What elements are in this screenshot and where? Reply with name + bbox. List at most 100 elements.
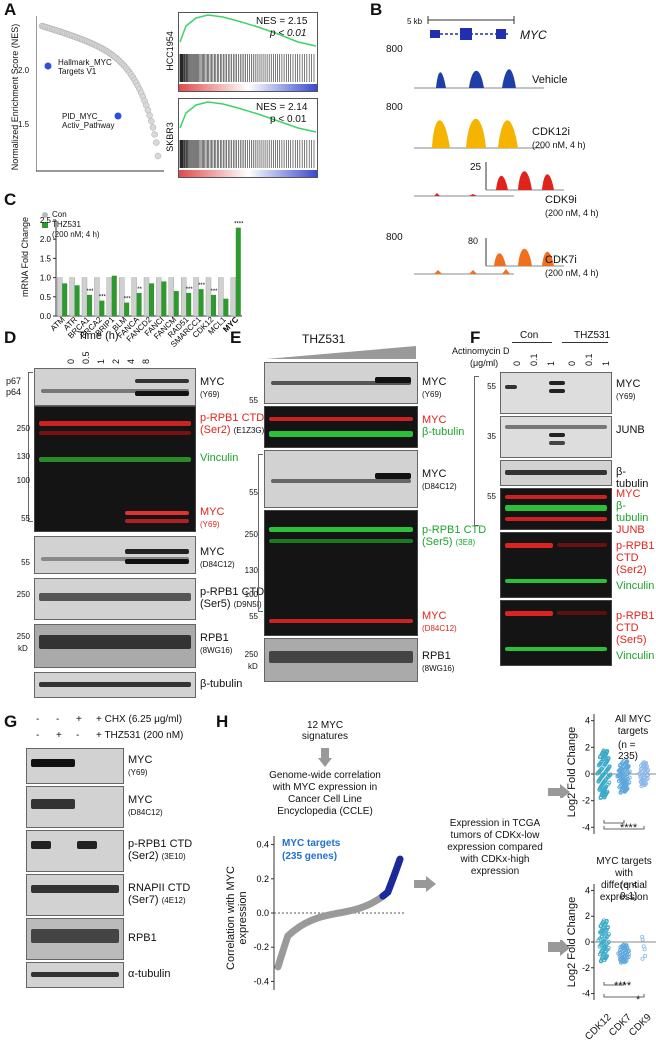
- a-gsea1-cell: HCC1954: [165, 31, 175, 71]
- h-scatter-ytick-label: 4: [585, 716, 590, 726]
- b-track4-cond: (200 nM, 4 h): [545, 268, 599, 278]
- panel-label-h: H: [216, 712, 229, 731]
- c-bar-con: [230, 277, 237, 317]
- h-scatter-point: [598, 754, 603, 759]
- c-legend-thz-cond: (200 nM; 4 h): [52, 230, 100, 239]
- a-nes-point: [148, 117, 155, 125]
- a-pid-label: PID_MYC_ Activ_Pathway: [62, 112, 115, 130]
- d-lbl-myc2: MYC (D84C12): [200, 546, 235, 569]
- e-mk4: 130: [244, 566, 258, 575]
- panel-label-b: B: [370, 0, 383, 19]
- h-scatter-point: [606, 756, 611, 761]
- a-gsea1-barcode: [179, 54, 315, 82]
- c-legend-con-marker: [42, 212, 48, 218]
- d-mk4-250: 250: [16, 632, 30, 641]
- h-scatter-bracket: [603, 994, 645, 998]
- h-scatter-point: [600, 790, 605, 795]
- g-sign: -: [36, 714, 40, 725]
- c-bar-thz: [136, 292, 142, 316]
- h-scatter-point: [595, 771, 600, 776]
- h-scatter-point: [598, 784, 603, 789]
- h-top-stars: ****: [620, 822, 638, 834]
- h-corr-genes: [274, 855, 404, 971]
- c-bar-con: [180, 277, 187, 317]
- c-annotation: ***: [186, 287, 194, 293]
- g-blot-myc-y69: [26, 748, 124, 784]
- c-annotation: ***: [210, 289, 218, 295]
- a-gsea1-nes: NES = 2.15: [256, 16, 308, 27]
- e-lbl-myc2: MYC (D84C12): [422, 468, 457, 491]
- d-mk-130: 130: [16, 452, 30, 461]
- f-blot-ser2: [500, 532, 612, 598]
- h-scatter-point: [598, 952, 603, 957]
- h-scatter-point: [623, 950, 628, 955]
- c-bar-chart: 2.52.01.51.00.50.0ATMATRBRCA1BRCA2BRIP1B…: [40, 216, 244, 348]
- b-track3-inset: 25: [470, 162, 482, 173]
- f-act-unit: (μg/ml): [470, 358, 499, 368]
- d-bracket: [28, 372, 33, 522]
- h-scatter-point: [625, 765, 630, 770]
- c-annotation: ****: [234, 222, 244, 228]
- f-dose-label: 0.1: [529, 353, 539, 366]
- h-scatter-point: [605, 748, 610, 753]
- h-scatter-point: [603, 949, 608, 954]
- h-corr-ytick-label: 0.0: [256, 908, 269, 918]
- d-time-label: 0.5: [81, 351, 91, 364]
- c-ylabel: mRNA Fold Change: [20, 216, 30, 298]
- b-track2-name: CDK12i: [532, 126, 570, 138]
- h-scatter-bracket: [603, 826, 645, 830]
- h-scatter-point: [600, 751, 605, 756]
- h-scatter-point: [601, 749, 606, 754]
- h-top-title: All MYC targets: [614, 714, 652, 737]
- b-track-cdk9i: [414, 162, 564, 197]
- f-dose-label: 1: [601, 360, 611, 366]
- d-blot-tubulin: [34, 672, 196, 698]
- h-bot-stars1: ****: [614, 980, 632, 992]
- f-mk3: 55: [487, 492, 496, 501]
- e-blot-rpb1: [264, 638, 418, 682]
- h-scatter-point: [596, 763, 601, 768]
- d-time-label: 4: [126, 358, 136, 364]
- h-scatter-point: [618, 790, 623, 795]
- f-lbl-junb: JUNB: [616, 424, 645, 436]
- d-mk2-55: 55: [21, 558, 30, 567]
- h-scatter-point: [643, 771, 648, 776]
- c-bar-con: [156, 277, 162, 317]
- c-bar-thz: [235, 227, 241, 316]
- g-blot-myc-d84: [26, 786, 124, 828]
- c-ylabel-box: mRNA Fold Change: [14, 212, 30, 302]
- h-scatter-point: [618, 762, 623, 767]
- c-bar-thz: [211, 294, 216, 316]
- h-scatter-point: [603, 761, 608, 766]
- c-annotation: ***: [198, 283, 206, 289]
- f-mk1: 55: [487, 382, 496, 391]
- g-chx: + CHX (6.25 μg/ml): [96, 714, 183, 725]
- h-scatter-ytick-label: 0: [585, 937, 590, 947]
- e-blot-myc-y69: [264, 362, 418, 404]
- h-corr: Genome-wide correlation with MYC express…: [269, 770, 381, 817]
- h-scatter-point: [640, 956, 645, 961]
- f-lbl-multiplex: MYC β-tubulin JUNB: [616, 488, 649, 536]
- e-mk7: 250: [244, 650, 258, 659]
- h-scatter-bracket: [603, 820, 625, 824]
- c-legend-thz-marker: [42, 222, 48, 228]
- h-corr-ytick-label: -0.2: [253, 942, 269, 952]
- c-bar-thz: [62, 283, 68, 316]
- h-scatter-point: [598, 929, 603, 934]
- h-xcats: CDK12 CDK7 CDK9: [583, 1010, 656, 1046]
- c-bar-thz: [198, 289, 204, 316]
- h-scatter-point: [625, 955, 630, 960]
- b-vehicle-peaks: [436, 69, 516, 88]
- panel-label-a: A: [4, 0, 17, 19]
- f-lbl-tub: β-tubulin: [616, 466, 649, 490]
- b-scale: 5 kb: [407, 17, 423, 26]
- c-bar-con: [106, 277, 113, 317]
- c-bar-con: [131, 277, 137, 317]
- h-scatter-point: [618, 777, 623, 782]
- b-cdk12i-peaks: [432, 118, 518, 148]
- h-scatter-point: [639, 774, 644, 779]
- h-scatter-point: [596, 938, 601, 943]
- g-blot-tub: [26, 962, 124, 988]
- h-genes: (235 genes): [282, 851, 338, 862]
- c-bar-thz: [99, 300, 105, 316]
